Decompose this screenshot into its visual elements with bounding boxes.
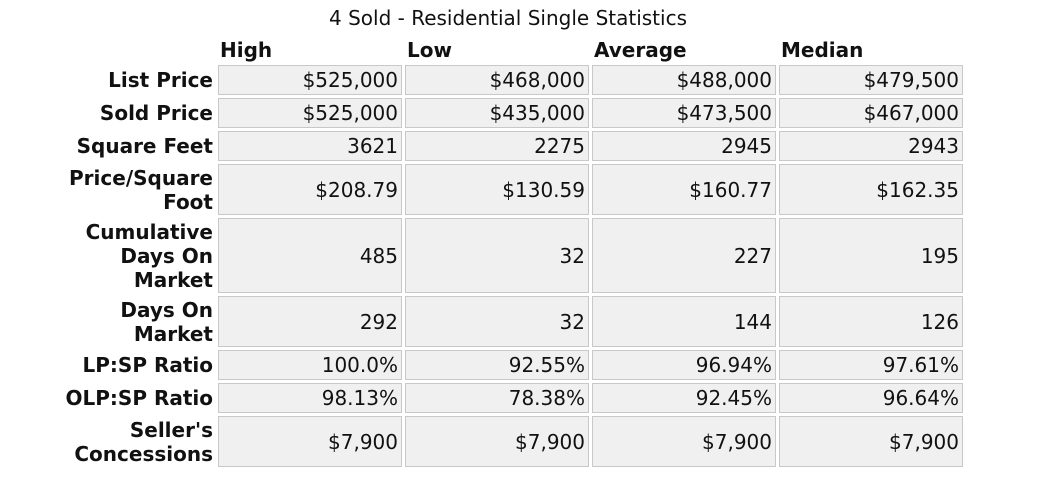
cell-high: 98.13% — [218, 383, 402, 413]
cell-low: $130.59 — [405, 164, 589, 215]
row-label: List Price — [108, 68, 213, 92]
cell-median: 2943 — [779, 131, 963, 161]
corner-cell — [55, 36, 215, 62]
cell-low: 32 — [405, 218, 589, 293]
cell-low: $7,900 — [405, 416, 589, 467]
row-label: Sold Price — [99, 101, 213, 125]
row-label: Cumulative Days On Market — [85, 219, 213, 292]
row-label: LP:SP Ratio — [82, 353, 213, 377]
cell-average: 144 — [592, 296, 776, 347]
cell-median: $479,500 — [779, 65, 963, 95]
cell-average: $7,900 — [592, 416, 776, 467]
cell-average: $473,500 — [592, 98, 776, 128]
header-row: High Low Average Median — [55, 36, 963, 62]
table-row: Square Feet 3621 2275 2945 2943 — [55, 131, 963, 161]
table-row: Seller's Concessions $7,900 $7,900 $7,90… — [55, 416, 963, 467]
table-row: Cumulative Days On Market 485 32 227 195 — [55, 218, 963, 293]
cell-high: 3621 — [218, 131, 402, 161]
table-row: LP:SP Ratio 100.0% 92.55% 96.94% 97.61% — [55, 350, 963, 380]
row-label: Seller's Concessions — [74, 417, 213, 466]
row-label: Days On Market — [120, 297, 213, 346]
cell-low: 92.55% — [405, 350, 589, 380]
table-row: Price/Square Foot $208.79 $130.59 $160.7… — [55, 164, 963, 215]
cell-average: 96.94% — [592, 350, 776, 380]
page-title: 4 Sold - Residential Single Statistics — [329, 6, 687, 30]
cell-low: 2275 — [405, 131, 589, 161]
cell-median: $467,000 — [779, 98, 963, 128]
table-row: Days On Market 292 32 144 126 — [55, 296, 963, 347]
cell-median: 96.64% — [779, 383, 963, 413]
cell-average: $160.77 — [592, 164, 776, 215]
row-label: Price/Square Foot — [69, 165, 213, 214]
column-header-low: Low — [407, 38, 452, 62]
cell-median: 195 — [779, 218, 963, 293]
table-row: Sold Price $525,000 $435,000 $473,500 $4… — [55, 98, 963, 128]
cell-median: $7,900 — [779, 416, 963, 467]
row-label: OLP:SP Ratio — [65, 386, 213, 410]
cell-average: 227 — [592, 218, 776, 293]
table-row: OLP:SP Ratio 98.13% 78.38% 92.45% 96.64% — [55, 383, 963, 413]
column-header-median: Median — [781, 38, 864, 62]
cell-high: $525,000 — [218, 98, 402, 128]
cell-low: $435,000 — [405, 98, 589, 128]
cell-high: $208.79 — [218, 164, 402, 215]
statistics-table: High Low Average Median List Price $525,… — [52, 33, 966, 470]
column-header-average: Average — [594, 38, 687, 62]
cell-low: 78.38% — [405, 383, 589, 413]
cell-high: 292 — [218, 296, 402, 347]
row-label: Square Feet — [76, 134, 213, 158]
table-row: List Price $525,000 $468,000 $488,000 $4… — [55, 65, 963, 95]
cell-low: $468,000 — [405, 65, 589, 95]
cell-median: 126 — [779, 296, 963, 347]
cell-average: 92.45% — [592, 383, 776, 413]
cell-high: 100.0% — [218, 350, 402, 380]
cell-high: $525,000 — [218, 65, 402, 95]
cell-average: 2945 — [592, 131, 776, 161]
cell-low: 32 — [405, 296, 589, 347]
column-header-high: High — [220, 38, 273, 62]
cell-median: 97.61% — [779, 350, 963, 380]
cell-median: $162.35 — [779, 164, 963, 215]
cell-high: 485 — [218, 218, 402, 293]
cell-average: $488,000 — [592, 65, 776, 95]
cell-high: $7,900 — [218, 416, 402, 467]
